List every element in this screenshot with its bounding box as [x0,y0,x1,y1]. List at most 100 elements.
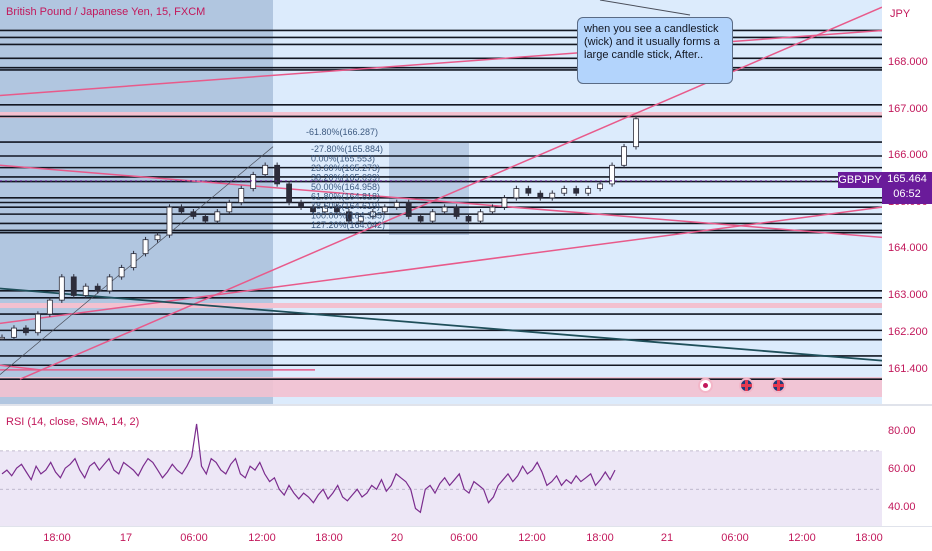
time-tick-label: 17 [119,532,133,544]
candle [537,192,544,199]
rsi-canvas [0,423,882,526]
rsi-pane[interactable]: RSI (14, close, SMA, 14, 2) [0,406,882,526]
candle [573,188,580,194]
callout-pointer [599,0,691,16]
candle [238,188,245,203]
fib-level-label: 61.80%(164.818) [311,192,380,202]
fib-level-label: -61.80%(166.287) [306,127,378,137]
candle [166,206,173,236]
price-tick-label: 164.000 [888,242,928,254]
trendline [0,206,882,325]
candle [298,202,304,208]
candle [453,206,460,217]
candle [489,206,496,213]
candle [393,202,400,208]
price-tick-label: 167.000 [888,102,928,115]
candle [94,285,101,292]
candle [585,188,592,194]
candle [310,206,316,213]
fib-level-label: -27.80%(165.884) [311,144,383,154]
range-box [389,143,469,235]
time-tick-label: 18:00 [43,532,71,544]
time-tick-label: 12:00 [248,532,276,544]
price-tick-label: 166.000 [888,149,928,161]
candle [106,276,113,292]
candle [525,188,532,194]
candle [465,216,472,222]
trendline [0,164,882,239]
fib-level-label: 50.00%(164.958) [311,182,380,192]
time-tick-label: 06:00 [721,532,749,544]
candle [286,183,292,203]
time-tick-label: 12:00 [788,532,816,544]
rsi-axis[interactable]: 80.00 60.00 40.00 [882,406,932,526]
time-tick-label: 21 [660,532,674,544]
symbol-price-tag: GBPJPY [838,172,882,188]
rsi-title[interactable]: RSI (14, close, SMA, 14, 2) [6,416,140,428]
candle [477,211,484,222]
candle [513,188,520,199]
price-chart[interactable]: -61.80%(166.287) -27.80%(165.884) 0.00%(16… [0,0,882,404]
time-tick-label: 18:00 [855,532,883,544]
candle [609,164,615,185]
event-icon[interactable] [698,378,713,393]
last-price-tag: 165.464 06:52 [882,172,932,204]
candle [142,239,149,255]
rsi-line [1,423,616,514]
candle [346,211,352,222]
candle [178,206,185,213]
candle [322,206,328,213]
candle [226,202,233,213]
pink-zone [0,112,882,118]
candle [46,299,53,315]
uk-flag-cross-v [745,380,748,391]
time-axis[interactable]: 18:00 17 06:00 12:00 18:00 20 06:00 12:00 18:00 2… [0,526,932,551]
pink-zone [0,377,882,397]
candle [621,146,627,166]
rsi-tick-label: 40.00 [888,501,916,514]
last-price-value: 165.464 [887,173,927,185]
fib-level-label: 78.60%(164.619) [311,201,380,211]
annotation-callout[interactable]: when you see a candlestick (wick) and it… [577,17,733,84]
candle [561,188,568,194]
candle [369,211,376,217]
candle [130,253,137,268]
candle [214,211,221,222]
candle [501,197,508,208]
bar-countdown: 06:52 [893,188,921,200]
candle [202,216,209,222]
time-tick-label: 06:00 [450,532,478,544]
rsi-tick-label: 80.00 [888,424,916,437]
candle [441,206,448,213]
candle [82,285,89,296]
candle [250,174,257,189]
candle [357,216,364,222]
candle [262,164,269,176]
fib-level-label: 100.00%(164.365) [311,211,385,221]
candle [334,206,340,213]
candle [0,336,5,340]
candle [597,183,604,189]
trendline [0,287,882,362]
trendline [0,146,274,375]
pink-zone [0,303,882,308]
time-tick-label: 06:00 [180,532,208,544]
uk-flag-icon[interactable] [739,378,754,393]
price-tick-label: 162.200 [888,325,928,338]
price-tick-label: 168.000 [888,56,928,68]
trendline [0,29,882,97]
symbol-title[interactable]: British Pound / Japanese Yen, 15, FXCM [6,6,206,18]
time-tick-label: 18:00 [315,532,343,544]
candle [70,276,77,296]
candle [23,327,29,334]
event-icon-dot [703,383,708,388]
price-axis-unit: JPY [890,8,911,20]
pane-divider[interactable] [0,404,932,406]
trendline [19,6,882,380]
candle [154,234,161,241]
uk-flag-icon[interactable] [771,378,786,393]
price-chart-canvas: -61.80%(166.287) -27.80%(165.884)0.00%(16… [0,0,882,404]
uk-flag-cross-v [777,380,780,391]
fib-level-label: 127.20%(164.042) [311,220,385,230]
fib-level-label: 0.00%(165.553) [311,154,375,164]
